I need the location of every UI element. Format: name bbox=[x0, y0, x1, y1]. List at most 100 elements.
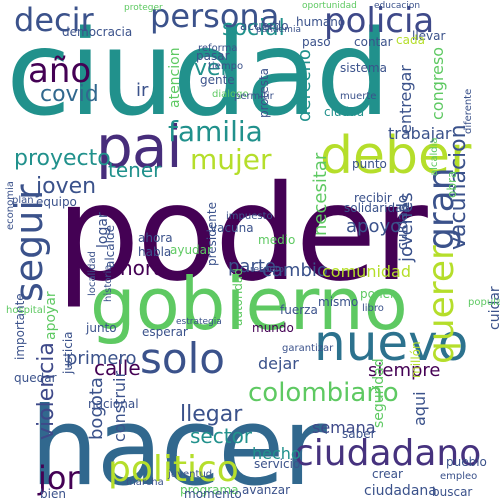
word: crear bbox=[372, 467, 403, 481]
word: mismo bbox=[318, 295, 359, 309]
word: atencion bbox=[167, 47, 183, 108]
word: apoyo bbox=[346, 216, 402, 237]
word: jor bbox=[38, 459, 80, 497]
word: familia bbox=[168, 115, 263, 148]
word: joven bbox=[36, 174, 97, 199]
word: primero bbox=[66, 348, 137, 369]
word: muerte bbox=[340, 91, 377, 102]
word: respeto bbox=[250, 265, 285, 275]
word: recibir bbox=[354, 191, 392, 205]
word: ahora bbox=[138, 231, 173, 245]
word: entregar bbox=[396, 65, 415, 134]
word: paso bbox=[302, 35, 331, 49]
word: quedar bbox=[14, 371, 57, 385]
word: momento bbox=[184, 487, 242, 500]
word: sector bbox=[190, 424, 253, 448]
word: alcalde bbox=[103, 225, 117, 268]
word: hacer bbox=[30, 385, 327, 500]
word: millón bbox=[409, 341, 423, 378]
word: diferente bbox=[463, 88, 474, 134]
word: hospital bbox=[6, 305, 46, 316]
word: garantizar bbox=[282, 343, 334, 354]
word: plan bbox=[12, 195, 34, 206]
word: buscar bbox=[432, 485, 473, 499]
word: sistema bbox=[340, 61, 387, 75]
word: ciudad bbox=[324, 105, 365, 119]
word: pandemia bbox=[256, 25, 301, 35]
word: hecho bbox=[252, 444, 301, 463]
word: educacion bbox=[374, 1, 421, 11]
word: nacional bbox=[88, 397, 139, 411]
word: saber bbox=[342, 427, 376, 441]
word: habla bbox=[138, 245, 172, 259]
word: popular bbox=[468, 297, 500, 308]
word: poder bbox=[56, 157, 428, 311]
word: deber bbox=[320, 126, 472, 186]
word: democracia bbox=[62, 25, 133, 39]
word: tener bbox=[108, 158, 162, 182]
word: congreso bbox=[428, 46, 447, 120]
word: ciudad bbox=[6, 4, 391, 142]
word: ciudadana bbox=[364, 483, 437, 499]
word: violencia bbox=[34, 342, 59, 440]
word: apoyar bbox=[43, 291, 59, 340]
word: junto bbox=[86, 321, 117, 335]
word: solidaridad bbox=[344, 201, 411, 215]
word: policia bbox=[324, 1, 435, 41]
word: llegar bbox=[180, 402, 243, 427]
word: punto bbox=[352, 157, 387, 171]
word: covid bbox=[40, 82, 99, 107]
word: colombiano bbox=[248, 378, 399, 408]
word: derecho bbox=[294, 49, 315, 122]
word: impuesto bbox=[226, 211, 273, 222]
word: ayudar bbox=[170, 243, 212, 257]
word: equipo bbox=[36, 195, 77, 209]
word: seguridad bbox=[371, 358, 387, 428]
word: acuerdo bbox=[240, 19, 289, 33]
word: oportunidad bbox=[302, 1, 357, 11]
word: justicia bbox=[61, 331, 75, 374]
word: necesitar bbox=[310, 152, 331, 236]
word: servicio bbox=[254, 457, 301, 471]
word: humano bbox=[296, 15, 346, 29]
word: semana bbox=[312, 418, 376, 437]
word: cada bbox=[396, 33, 425, 47]
word: cuidar bbox=[487, 286, 500, 330]
word: llevar bbox=[412, 29, 446, 43]
word: trabajar bbox=[388, 124, 452, 143]
word: querer bbox=[421, 245, 462, 364]
word: año bbox=[28, 51, 92, 91]
word: estrategia bbox=[176, 317, 222, 327]
word: persona bbox=[150, 0, 280, 35]
word: economia bbox=[5, 181, 16, 230]
word: medio bbox=[258, 233, 296, 247]
word: gobierno bbox=[90, 262, 408, 346]
word: marcha bbox=[126, 477, 164, 488]
word: localidad bbox=[87, 251, 98, 296]
word: aqui bbox=[410, 391, 429, 426]
word: poner bbox=[360, 287, 395, 301]
word: protesta bbox=[257, 67, 271, 118]
word: cambio bbox=[262, 260, 328, 281]
word: juventud bbox=[168, 469, 213, 480]
word: dejar bbox=[258, 354, 299, 373]
word: permitir bbox=[234, 91, 274, 102]
word: parte bbox=[228, 256, 276, 277]
word: siempre bbox=[368, 360, 441, 381]
word: bien bbox=[40, 487, 66, 500]
word: ciudadano bbox=[294, 433, 482, 474]
word: historia bbox=[103, 264, 114, 302]
word: mujer bbox=[190, 143, 272, 176]
word: social bbox=[222, 16, 285, 41]
word: pueblo bbox=[446, 455, 487, 469]
word: contar bbox=[354, 35, 393, 49]
word: solo bbox=[140, 334, 225, 383]
word: proyecto bbox=[14, 146, 111, 171]
word: fuerza bbox=[280, 303, 318, 317]
word: politico bbox=[108, 449, 239, 490]
word: obra bbox=[445, 170, 459, 198]
word: alcaldia bbox=[429, 137, 440, 176]
word: reforma bbox=[198, 43, 238, 54]
word: decir bbox=[14, 1, 94, 39]
